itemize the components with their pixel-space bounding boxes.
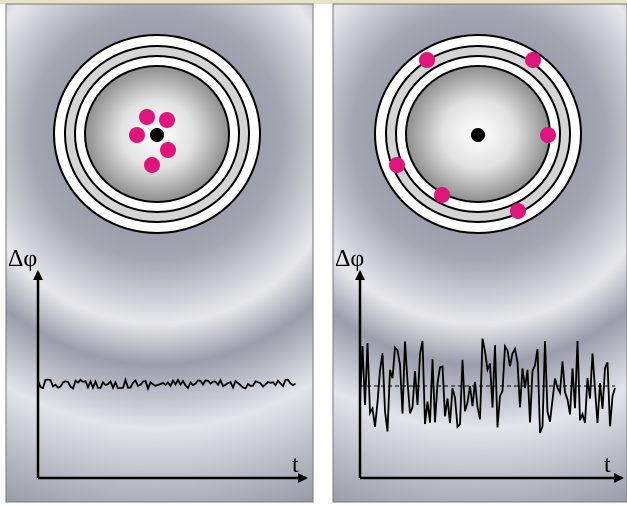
particle [525, 52, 541, 68]
nucleus [471, 128, 485, 142]
signal-left [37, 377, 296, 392]
particle [389, 157, 405, 173]
axes-right [355, 270, 624, 483]
particle [129, 127, 145, 143]
nucleus [150, 128, 164, 142]
signal-right [359, 338, 616, 434]
particle [144, 157, 160, 173]
rings-right [374, 34, 582, 234]
particle [159, 112, 175, 128]
x-axis-label: t [604, 452, 611, 478]
x-axis-label: t [292, 452, 299, 478]
particle [139, 109, 155, 125]
rings-left [53, 34, 261, 234]
top-strip [0, 0, 627, 4]
particle [510, 203, 526, 219]
axes-left [33, 270, 308, 483]
y-axis-label: Δφ [8, 246, 37, 272]
y-axis-label: Δφ [335, 246, 364, 272]
particle [160, 142, 176, 158]
particle [540, 127, 556, 143]
particle [419, 52, 435, 68]
particle [434, 187, 450, 203]
